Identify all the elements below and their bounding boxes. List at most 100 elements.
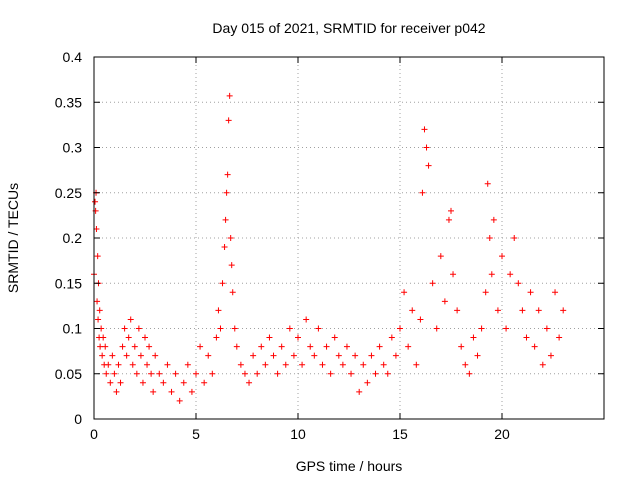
data-point <box>331 334 338 341</box>
data-point <box>184 361 191 368</box>
data-point <box>531 343 538 350</box>
data-point <box>445 216 452 223</box>
data-point <box>224 171 231 178</box>
data-point <box>94 298 101 305</box>
data-point <box>360 361 367 368</box>
data-point <box>397 325 403 332</box>
data-point <box>237 361 244 368</box>
data-point <box>527 289 534 296</box>
data-point <box>115 361 122 368</box>
data-point <box>228 262 235 269</box>
x-tick-label: 15 <box>392 426 408 442</box>
y-tick-labels: 0 0.05 0.1 0.15 0.2 0.25 0.3 0.35 0.4 <box>55 49 82 427</box>
data-point <box>421 126 428 133</box>
data-point <box>448 207 454 214</box>
data-point <box>392 352 399 359</box>
data-point <box>286 325 293 332</box>
data-point <box>226 92 233 99</box>
y-tick-label: 0.3 <box>63 140 83 156</box>
data-point <box>499 253 505 260</box>
data-point <box>423 144 430 151</box>
data-point <box>105 361 112 368</box>
data-point <box>172 370 179 377</box>
data-point <box>109 352 116 359</box>
data-point <box>539 361 546 368</box>
data-point <box>254 370 261 377</box>
data-point <box>299 361 306 368</box>
data-point <box>188 388 195 395</box>
data-point <box>176 397 183 404</box>
data-point <box>490 216 497 223</box>
y-tick-label: 0.05 <box>55 366 82 382</box>
data-point <box>343 343 350 350</box>
data-point <box>160 379 167 386</box>
data-point <box>425 162 432 169</box>
data-points <box>91 92 567 404</box>
data-point <box>225 117 232 124</box>
data-point <box>103 370 110 377</box>
data-point <box>231 325 238 332</box>
data-point <box>107 379 114 386</box>
data-point <box>96 307 103 314</box>
data-point <box>547 352 554 359</box>
data-point <box>219 280 226 287</box>
data-point <box>119 343 126 350</box>
y-tick-label: 0.4 <box>63 49 83 65</box>
x-tick-label: 20 <box>494 426 510 442</box>
data-point <box>100 334 107 341</box>
data-point <box>482 289 489 296</box>
data-point <box>262 361 269 368</box>
data-point <box>221 244 228 251</box>
y-tick-label: 0.35 <box>55 94 82 110</box>
data-point <box>156 370 163 377</box>
data-point <box>150 388 157 395</box>
data-point <box>290 352 297 359</box>
data-point <box>384 370 391 377</box>
data-point <box>380 361 387 368</box>
data-point <box>137 352 144 359</box>
data-point <box>201 379 208 386</box>
data-point <box>466 370 473 377</box>
data-point <box>519 307 526 314</box>
data-point <box>99 352 106 359</box>
data-point <box>250 352 257 359</box>
y-tick-label: 0.1 <box>63 321 83 337</box>
data-point <box>388 334 395 341</box>
data-point <box>507 271 514 278</box>
data-point <box>111 370 118 377</box>
y-tick-label: 0.2 <box>63 230 83 246</box>
data-point <box>462 361 469 368</box>
data-point <box>215 307 222 314</box>
data-point <box>233 343 240 350</box>
data-point <box>227 235 234 241</box>
data-point <box>213 334 220 341</box>
data-point <box>511 235 518 241</box>
data-point <box>144 361 151 368</box>
data-point <box>258 343 265 350</box>
data-point <box>454 307 461 314</box>
data-point <box>129 361 136 368</box>
data-point <box>168 388 175 395</box>
data-point <box>401 289 408 296</box>
data-point <box>125 334 132 341</box>
data-point <box>556 334 563 341</box>
data-point <box>229 289 236 296</box>
y-tick-label: 0.15 <box>55 275 82 291</box>
data-point <box>488 271 495 278</box>
y-tick-label: 0 <box>74 411 82 427</box>
data-point <box>193 370 199 377</box>
data-point <box>135 325 142 332</box>
data-point <box>241 370 248 377</box>
data-point <box>413 361 420 368</box>
data-point <box>274 370 281 377</box>
data-point <box>474 352 481 359</box>
data-point <box>282 361 289 368</box>
data-point <box>123 352 130 359</box>
data-point <box>270 352 277 359</box>
data-point <box>205 352 212 359</box>
data-point <box>339 361 346 368</box>
chart-title: Day 015 of 2021, SRMTID for receiver p04… <box>212 20 485 36</box>
data-point <box>450 271 457 278</box>
data-point <box>323 343 330 350</box>
data-point <box>95 316 102 323</box>
